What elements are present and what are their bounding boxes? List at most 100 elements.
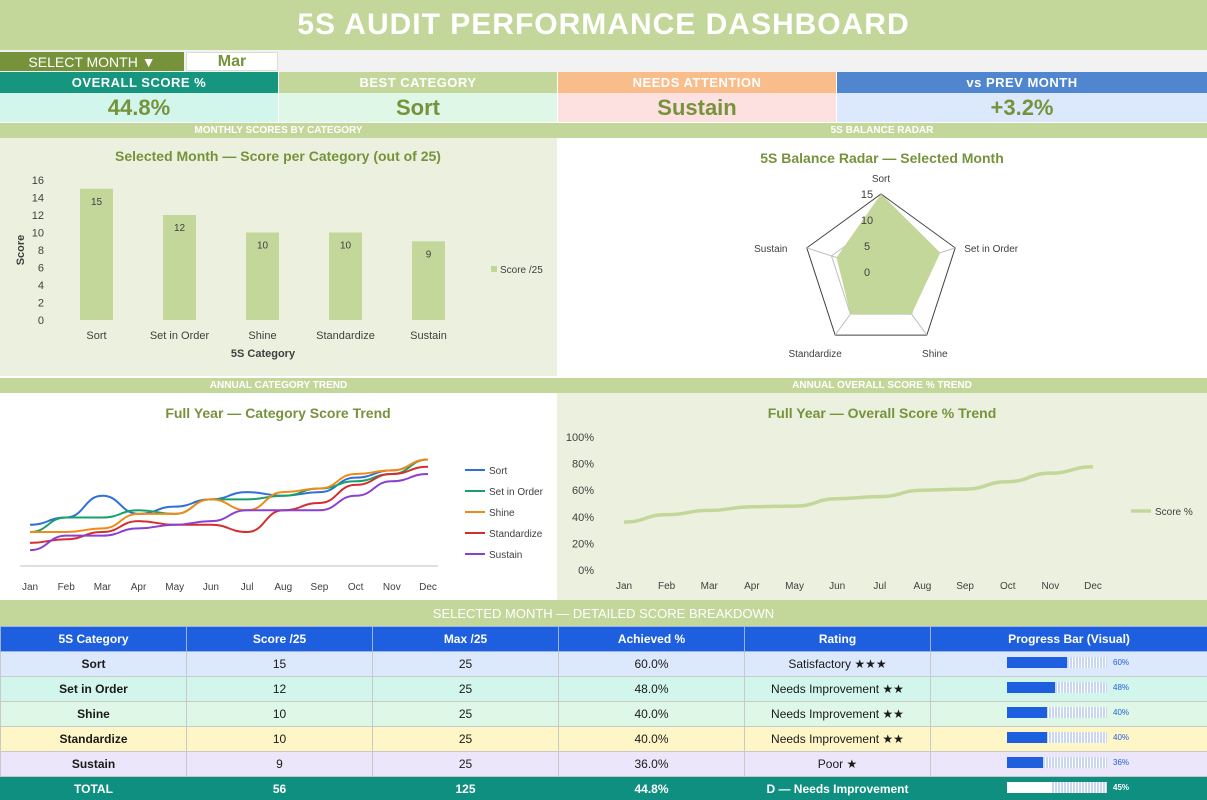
y-tick-label: 100%: [566, 432, 594, 444]
x-tick-label: Jul: [873, 581, 886, 592]
kpi-value: Sort: [279, 93, 557, 122]
x-tick-label: Oct: [348, 582, 364, 593]
series-line: [29, 465, 429, 544]
table-cell: 40.0%: [558, 726, 745, 752]
progress-bar-cell: 60%: [930, 651, 1207, 677]
x-tick-label: Feb: [58, 582, 76, 593]
progress-bar-label: 40%: [1113, 733, 1130, 742]
radar-axis-label: Set in Order: [964, 244, 1019, 255]
x-tick-label: Mar: [94, 582, 112, 593]
y-tick-label: 80%: [572, 459, 594, 471]
progress-bar: 36%: [1007, 757, 1131, 768]
series-line: [29, 473, 429, 552]
line-chart-title: Full Year — Overall Score % Trend: [768, 405, 997, 421]
table-cell: 36.0%: [558, 751, 745, 777]
radar-area: [836, 194, 941, 315]
y-tick-label: 20%: [572, 538, 594, 550]
progress-bar-fill: [1007, 781, 1052, 793]
radar-axis-label: Sort: [872, 174, 891, 185]
progress-bar-cell: 45%: [930, 776, 1207, 800]
x-tick-label: Sep: [311, 582, 329, 593]
overall-trend-chart: Full Year — Overall Score % Trend 0% 20% 40…: [566, 405, 1193, 592]
radar-axis-label: Sustain: [754, 244, 787, 255]
bar: [163, 215, 196, 320]
x-tick-label: Jan: [616, 581, 632, 592]
bar-value-label: 12: [174, 223, 186, 234]
legend-label: Score /25: [500, 265, 543, 276]
table-cell: 25: [372, 751, 559, 777]
legend-swatch: [491, 266, 497, 272]
x-tick-label: Jan: [22, 582, 38, 593]
progress-bar-cell: 40%: [930, 701, 1207, 727]
table-cell: 25: [372, 651, 559, 677]
selected-month-value[interactable]: Mar: [186, 52, 278, 71]
progress-bar-track: [1007, 707, 1107, 718]
x-tick-label: Jun: [829, 581, 845, 592]
kpi-label: NEEDS ATTENTION: [558, 72, 836, 93]
section-header-annual-category: ANNUAL CATEGORY TREND: [0, 378, 557, 393]
bar: [80, 188, 113, 320]
x-tick-label: Sep: [956, 581, 974, 592]
progress-bar-track: [1007, 757, 1107, 768]
y-tick-label: 40%: [572, 512, 594, 524]
bar-value-label: 10: [340, 241, 352, 252]
bar-value-label: 9: [426, 249, 432, 260]
table-cell: Sort: [0, 651, 187, 677]
bar: [412, 241, 445, 320]
radar-chart-title: 5S Balance Radar — Selected Month: [760, 150, 1004, 166]
table-cell: D — Needs Improvement: [744, 776, 931, 800]
bar-chart: Selected Month — Score per Category (out…: [15, 148, 543, 360]
x-tick-label: May: [165, 582, 184, 593]
series-line: [623, 465, 1094, 524]
progress-bar: 40%: [1007, 732, 1131, 743]
x-tick-label: Aug: [914, 581, 932, 592]
table-cell: TOTAL: [0, 776, 187, 800]
table-cell: 56: [186, 776, 373, 800]
series-line: [29, 458, 429, 533]
table-total-row: TOTAL 56 125 44.8% D — Needs Improvement 45%: [0, 776, 1207, 800]
x-tick-label: Jun: [203, 582, 219, 593]
table-header-cell: Achieved %: [558, 626, 745, 652]
progress-bar: 40%: [1007, 707, 1131, 718]
table-cell: 10: [186, 701, 373, 727]
x-axis-label: 5S Category: [231, 348, 296, 360]
bar-value-label: 15: [91, 197, 103, 208]
radar-axis-label: Standardize: [788, 349, 842, 360]
radar-chart-panel: 5S Balance Radar — Selected Month 0 5 10 15 S…: [557, 138, 1207, 376]
table-cell: 25: [372, 676, 559, 702]
progress-bar-cell: 40%: [930, 726, 1207, 752]
x-tick-label: Feb: [658, 581, 676, 592]
table-cell: 15: [186, 651, 373, 677]
bar: [329, 232, 362, 320]
category-trend-panel: Full Year — Category Score Trend Jan Feb Ma…: [0, 393, 557, 600]
table-row: Sort 15 25 60.0% Satisfactory ★★★ 60%: [0, 651, 1207, 677]
y-tick-label: 12: [32, 210, 44, 222]
select-month-button[interactable]: SELECT MONTH ▼: [0, 52, 184, 71]
category-trend-chart: Full Year — Category Score Trend Jan Feb Ma…: [20, 405, 544, 593]
series-line: [30, 458, 429, 533]
breakdown-table: 5S Category Score /25 Max /25 Achieved % Rat…: [0, 626, 1207, 800]
y-tick-label: 8: [38, 245, 44, 257]
bar-value-label: 10: [257, 241, 269, 252]
y-tick-label: 6: [38, 263, 44, 275]
x-tick-label: May: [785, 581, 804, 592]
table-cell: 48.0%: [558, 676, 745, 702]
table-cell: 25: [372, 726, 559, 752]
table-cell: Needs Improvement ★★: [744, 726, 931, 752]
table-header-cell: Rating: [744, 626, 931, 652]
y-tick-label: 4: [38, 280, 44, 292]
section-header-annual-overall: ANNUAL OVERALL SCORE % TREND: [557, 378, 1207, 393]
table-cell: 125: [372, 776, 559, 800]
table-row: Shine 10 25 40.0% Needs Improvement ★★ 40%: [0, 701, 1207, 727]
legend-label: Sustain: [489, 550, 522, 561]
section-header-radar: 5S BALANCE RADAR: [557, 123, 1207, 138]
table-row: Sustain 9 25 36.0% Poor ★ 36%: [0, 751, 1207, 777]
progress-bar: 45%: [1007, 781, 1131, 793]
kpi-label: OVERALL SCORE %: [0, 72, 278, 93]
table-row: Standardize 10 25 40.0% Needs Improvement ★★…: [0, 726, 1207, 752]
table-row: Set in Order 12 25 48.0% Needs Improvement ★…: [0, 676, 1207, 702]
y-tick-label: 2: [38, 298, 44, 310]
table-header-row: 5S Category Score /25 Max /25 Achieved % Rat…: [0, 626, 1207, 652]
x-tick-label: Apr: [744, 581, 760, 592]
